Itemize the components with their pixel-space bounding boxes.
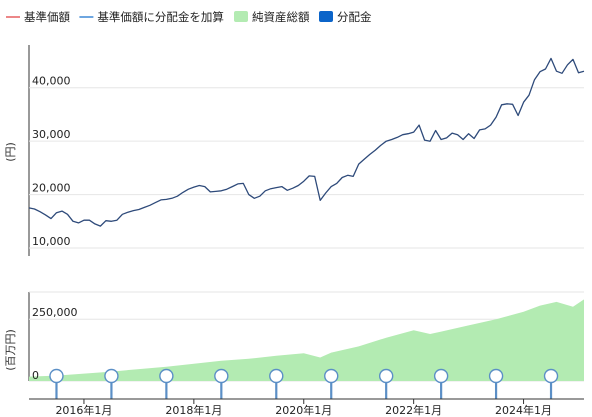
x-tick-label: 2024年1月 [495,403,552,417]
net-assets-tick-label: 0 [32,369,39,382]
distribution-pin-head [104,368,119,384]
distribution-pin-head [49,368,64,384]
net-assets-tick-label: 250,000 [32,306,78,319]
legend-label: 分配金 [337,10,372,24]
net-assets-axis-label: (百万円) [4,329,17,371]
distribution-pin-head [324,368,339,384]
x-tick-label: 2020年1月 [275,403,332,417]
x-tick-label: 2018年1月 [165,403,222,417]
legend-label: 純資産総額 [252,10,310,24]
distribution-pin-head [543,368,559,384]
legend-label: 基準価額 [24,10,70,24]
net-assets-series [29,299,584,381]
price-tick-labels: 10,000 20,000 30,000 40,000 [32,75,71,248]
legend-swatch [234,11,248,22]
x-axis: 2016年1月 2018年1月 2020年1月 2022年1月 2024年1月 [29,398,584,417]
net-assets-tick-labels: 0 250,000 [32,306,78,382]
legend-swatch [319,11,333,22]
net-assets-panel: 0 250,000 (百万円) [4,291,584,399]
distribution-pin-head [159,368,174,384]
distribution-pin-head [269,368,284,384]
x-tick-label: 2022年1月 [385,403,442,417]
legend-label: 基準価額に分配金を加算 [97,10,223,24]
price-series [28,57,585,227]
price-tick-label: 40,000 [32,75,71,88]
price-tick-label: 20,000 [32,182,71,195]
price-line [28,57,585,227]
price-axis-label: (円) [4,142,17,162]
x-tick-label: 2016年1月 [55,403,112,417]
net-assets-area [29,299,584,381]
price-tick-label: 10,000 [32,235,71,248]
distribution-pin-head [214,368,229,384]
distribution-markers [49,368,559,399]
price-panel: 10,000 20,000 30,000 40,000 (円) [4,45,585,256]
price-gridlines [28,45,584,256]
price-tick-label: 30,000 [32,128,71,141]
distribution-pin-head [378,368,394,384]
distribution-pin-head [488,368,504,384]
legend: 基準価額 基準価額に分配金を加算 純資産総額 分配金 [6,10,372,24]
distribution-pin-head [433,368,449,384]
